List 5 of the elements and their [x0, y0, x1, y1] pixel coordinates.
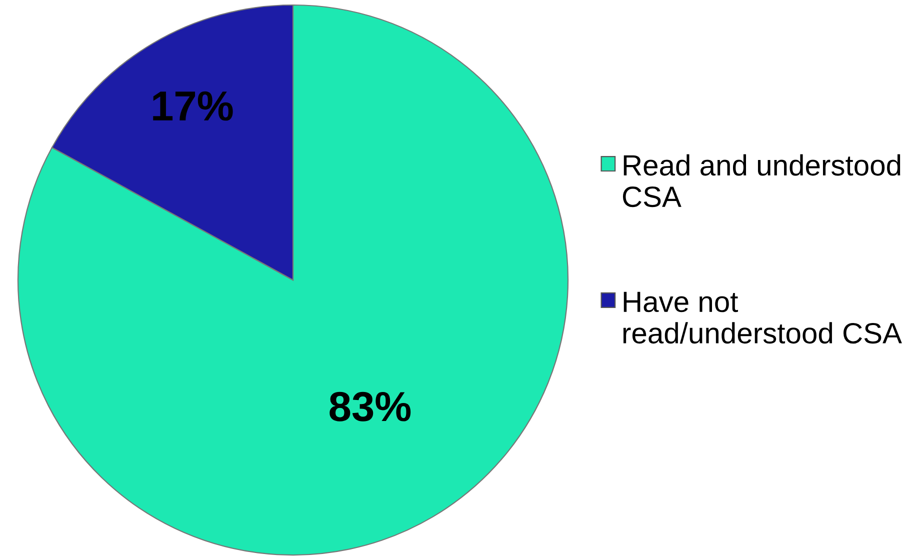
pie-slice — [17, 4, 569, 556]
legend-label: Have not read/understood CSA — [623, 292, 902, 344]
legend-label: Read and understood CSA — [622, 154, 900, 208]
data-label: 83% — [330, 392, 411, 422]
data-label: 17% — [153, 91, 233, 121]
